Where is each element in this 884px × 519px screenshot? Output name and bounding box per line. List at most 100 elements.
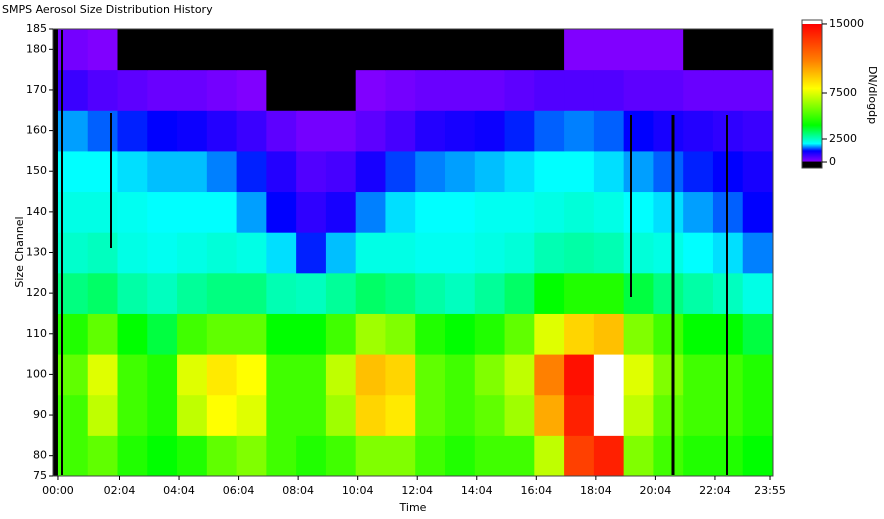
colorbar-step xyxy=(802,166,822,168)
y-tick-label: 130 xyxy=(26,246,47,259)
heatmap-cell xyxy=(355,69,386,111)
colorbar-step xyxy=(802,61,822,63)
colorbar-step xyxy=(802,22,822,24)
heatmap-cell xyxy=(117,150,148,193)
heatmap-cell xyxy=(534,313,565,355)
colorbar-step xyxy=(802,133,822,135)
heatmap-cell xyxy=(623,110,654,152)
colorbar-step xyxy=(802,151,822,153)
heatmap-cell xyxy=(117,29,148,71)
colorbar-step xyxy=(802,50,822,52)
heatmap-cell xyxy=(385,232,416,274)
heatmap-cell xyxy=(117,191,148,233)
heatmap-cell xyxy=(236,150,267,193)
heatmap-cell xyxy=(474,191,506,233)
heatmap-cell xyxy=(474,69,506,111)
heatmap-cell xyxy=(325,232,357,274)
colorbar-step xyxy=(802,116,822,118)
heatmap-cell xyxy=(266,69,297,111)
heatmap-cell xyxy=(206,69,238,111)
colorbar-step xyxy=(802,149,822,151)
colorbar-step xyxy=(802,65,822,67)
heatmap-cell xyxy=(653,435,684,476)
colorbar-step xyxy=(802,26,822,28)
heatmap-cell xyxy=(534,435,565,476)
colorbar-step xyxy=(802,122,822,124)
heatmap-cell xyxy=(57,394,89,436)
heatmap-cell xyxy=(445,232,476,274)
colorbar-step xyxy=(802,30,822,32)
colorbar-step xyxy=(802,128,822,130)
heatmap-cell xyxy=(623,232,654,274)
heatmap-cell xyxy=(87,272,119,314)
y-tick-label: 140 xyxy=(26,205,47,218)
colorbar-step xyxy=(802,41,822,43)
heatmap-cell xyxy=(355,232,386,274)
colorbar-step xyxy=(802,141,822,143)
heatmap-cell xyxy=(325,272,357,314)
heatmap-cell xyxy=(712,232,744,274)
x-tick-label: 18:04 xyxy=(580,484,612,497)
colorbar-step xyxy=(802,100,822,102)
colorbar-step xyxy=(802,31,822,33)
colorbar-step xyxy=(802,155,822,157)
heatmap-cell xyxy=(87,69,119,111)
colorbar-step xyxy=(802,37,822,39)
heatmap-cell xyxy=(712,191,744,233)
colorbar-step xyxy=(802,108,822,110)
heatmap-cell xyxy=(504,69,535,111)
heatmap-cell xyxy=(177,150,208,193)
x-tick-label: 20:04 xyxy=(640,484,672,497)
heatmap-cell xyxy=(117,272,148,314)
heatmap-cell xyxy=(415,29,446,71)
colorbar-step xyxy=(802,99,822,101)
colorbar-step xyxy=(802,43,822,45)
heatmap-cell xyxy=(623,313,654,355)
heatmap-cell xyxy=(385,313,416,355)
heatmap-cell xyxy=(534,354,565,396)
heatmap-cell xyxy=(474,313,506,355)
heatmap-cell xyxy=(445,191,476,233)
heatmap-cell xyxy=(593,29,625,71)
heatmap-cell xyxy=(206,313,238,355)
heatmap-cell xyxy=(325,394,357,436)
heatmap-cell xyxy=(653,69,684,111)
heatmap-cell xyxy=(266,110,297,152)
y-tick-label: 75 xyxy=(33,469,47,482)
x-tick-label: 02:04 xyxy=(104,484,136,497)
heatmap-cell xyxy=(415,191,446,233)
heatmap-cell xyxy=(385,150,416,193)
colorbar-step xyxy=(802,80,822,82)
heatmap-cell xyxy=(445,29,476,71)
heatmap-cell xyxy=(355,435,386,476)
colorbar-step xyxy=(802,131,822,133)
heatmap-cell xyxy=(683,435,714,476)
colorbar-step xyxy=(802,20,822,22)
heatmap-cell xyxy=(593,110,625,152)
heatmap-cell xyxy=(653,150,684,193)
heatmap-cell xyxy=(385,394,416,436)
heatmap-cell xyxy=(147,232,178,274)
heatmap-cell xyxy=(147,191,178,233)
colorbar-step xyxy=(802,147,822,149)
heatmap-cell xyxy=(206,232,238,274)
heatmap-cell xyxy=(415,394,446,436)
colorbar-step xyxy=(802,163,822,165)
colorbar-step xyxy=(802,33,822,35)
gap-lines xyxy=(61,30,728,475)
heatmap-cell xyxy=(325,110,357,152)
heatmap-cell xyxy=(653,110,684,152)
colorbar-step xyxy=(802,48,822,50)
heatmap-cell xyxy=(296,435,327,476)
heatmap-cell xyxy=(445,69,476,111)
colorbar-step xyxy=(802,143,822,145)
heatmap-cell xyxy=(593,191,625,233)
colorbar-step xyxy=(802,139,822,141)
x-tick-label: 16:04 xyxy=(520,484,552,497)
y-tick-label: 110 xyxy=(26,327,47,340)
colorbar-step xyxy=(802,150,822,152)
heatmap-cell xyxy=(623,69,654,111)
colorbar-step xyxy=(802,73,822,75)
heatmap-cell xyxy=(177,272,208,314)
